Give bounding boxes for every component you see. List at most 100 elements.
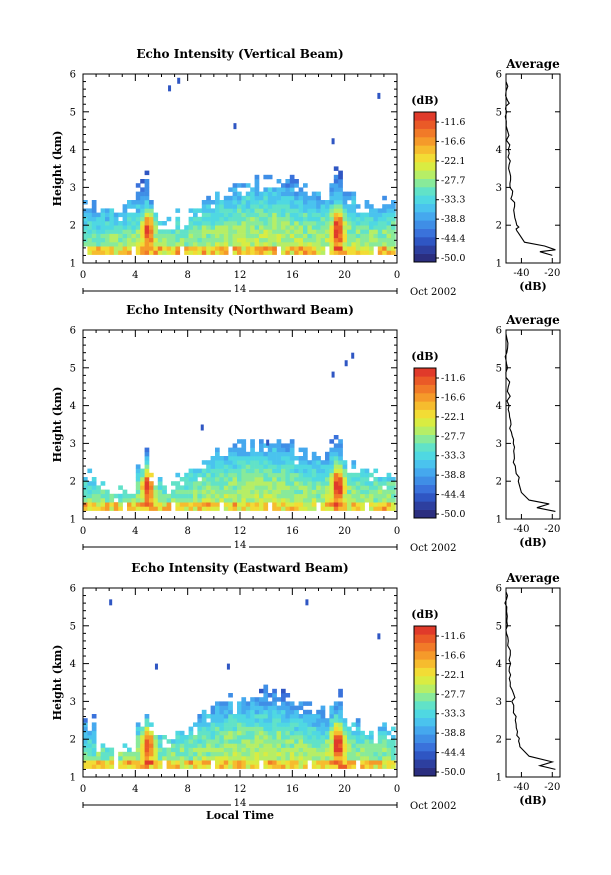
heatmap-cell — [289, 183, 295, 188]
heatmap-cell — [254, 714, 260, 719]
heatmap-cell — [338, 472, 343, 478]
colorbar-label: -38.8 — [441, 214, 465, 225]
heatmap-cell — [223, 464, 229, 469]
heatmap-cell — [201, 481, 207, 486]
heatmap-cell — [391, 735, 396, 740]
heatmap-cell — [369, 237, 374, 243]
heatmap-cell — [118, 764, 123, 769]
heatmap-cell — [144, 726, 150, 732]
heatmap-cell — [369, 506, 374, 511]
heatmap-cell — [285, 187, 291, 192]
heatmap-cell — [276, 233, 282, 239]
heatmap-cell — [215, 451, 220, 457]
heatmap-cell — [281, 443, 286, 448]
heatmap-cell — [206, 489, 211, 495]
heatmap-cell — [237, 233, 242, 239]
heatmap-cell — [316, 751, 321, 757]
heatmap-cell — [276, 726, 282, 732]
heatmap-cell — [285, 739, 291, 744]
heatmap-cell — [338, 221, 343, 226]
heatmap-cell — [100, 221, 106, 226]
heatmap-cell — [272, 688, 277, 694]
heatmap-cell — [303, 250, 308, 255]
heatmap-cell — [135, 237, 141, 243]
heatmap-cell — [285, 481, 291, 486]
heatmap-cell — [131, 756, 137, 761]
heatmap-cell — [338, 216, 343, 222]
heatmap-cell — [281, 743, 286, 748]
heatmap-cell — [333, 166, 339, 171]
heatmap-cell — [329, 229, 335, 234]
heatmap-cell — [210, 714, 216, 719]
heatmap-cell — [254, 237, 260, 243]
heatmap-cell — [131, 200, 137, 205]
heatmap-cell — [267, 187, 273, 192]
heatmap-cell — [267, 233, 273, 239]
heatmap-cell — [347, 730, 352, 736]
heatmap-cell — [135, 183, 141, 188]
heatmap-cell — [118, 237, 123, 243]
heatmap-cell — [219, 464, 225, 469]
heatmap-cell — [254, 764, 260, 769]
heatmap-cell — [223, 735, 229, 740]
heatmap-cell — [281, 697, 286, 702]
heatmap-cell — [289, 739, 295, 744]
heatmap-cell — [250, 756, 255, 761]
heatmap-cell — [179, 493, 185, 499]
heatmap-cell — [382, 208, 387, 213]
heatmap-cell — [281, 225, 286, 230]
heatmap-cell — [289, 477, 295, 482]
heatmap-cell — [254, 464, 260, 469]
heatmap-cell — [87, 246, 93, 251]
heatmap-cell — [166, 506, 172, 511]
heatmap-cell — [245, 506, 251, 511]
heatmap-cell — [373, 221, 379, 226]
heatmap-cell — [122, 246, 128, 251]
heatmap-cell — [369, 212, 374, 218]
heatmap-cell — [188, 760, 194, 765]
x-tick-label: 16 — [286, 526, 299, 537]
heatmap-cell — [245, 237, 251, 243]
x-tick-label: 12 — [234, 270, 247, 281]
heatmap-cell — [179, 502, 185, 507]
heatmap-cell — [210, 464, 216, 469]
heatmap-cell — [391, 200, 396, 205]
heatmap-cell — [325, 722, 330, 727]
heatmap-cell — [382, 722, 387, 727]
heatmap-cell — [267, 456, 273, 461]
heatmap-cell — [91, 722, 97, 727]
heatmap-cell — [232, 506, 238, 511]
heatmap-cell — [91, 502, 97, 507]
heatmap-cell — [351, 735, 357, 740]
heatmap-cell — [135, 739, 141, 744]
heatmap-cell — [83, 477, 88, 482]
heatmap-cell — [149, 493, 154, 499]
heatmap-cell — [144, 760, 150, 765]
heatmap-cell — [355, 756, 361, 761]
heatmap-cell — [333, 447, 339, 453]
heatmap-cell — [369, 216, 374, 222]
heatmap-cell — [267, 221, 273, 226]
heatmap-cell — [245, 714, 251, 719]
heatmap-cell — [87, 735, 93, 740]
heatmap-cell — [250, 472, 255, 478]
heatmap-cell — [276, 468, 282, 474]
heatmap-cell — [386, 237, 392, 243]
heatmap-cell — [135, 730, 141, 736]
heatmap-cell — [197, 242, 203, 247]
heatmap-cell — [333, 195, 339, 201]
heatmap-cell — [316, 200, 321, 205]
heatmap-cell — [360, 502, 365, 507]
heatmap-cell — [149, 246, 154, 251]
heatmap-cell — [215, 714, 220, 719]
heatmap-cell — [272, 709, 277, 715]
heatmap-cell — [267, 756, 273, 761]
heatmap-cell — [294, 739, 299, 744]
heatmap-cell — [223, 739, 229, 744]
heatmap-cell — [201, 221, 207, 226]
heatmap-cell — [241, 502, 247, 507]
heatmap-cell — [360, 485, 365, 490]
heatmap-cell — [263, 451, 269, 457]
heatmap-cell — [179, 233, 185, 239]
heatmap-cell — [105, 751, 110, 757]
